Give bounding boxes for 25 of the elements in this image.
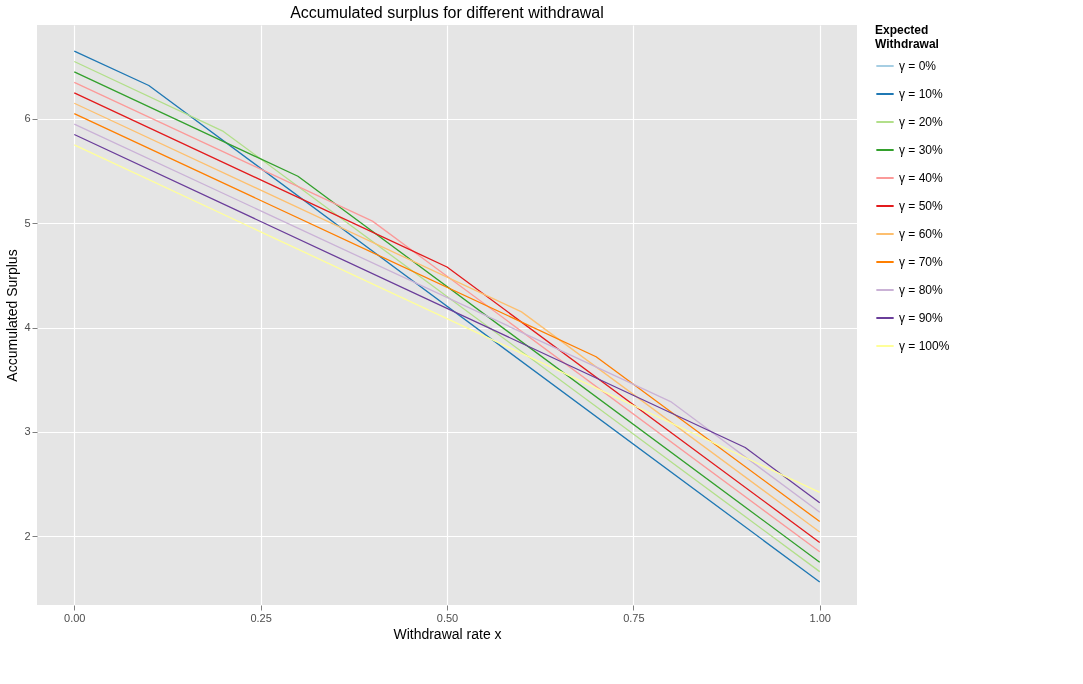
y-axis-title: Accumulated Surplus [4, 249, 21, 382]
chart-title: Accumulated surplus for different withdrawal [290, 4, 604, 21]
x-tick-label: 0.00 [64, 611, 86, 624]
y-tick-label: 3 [24, 425, 31, 438]
y-tick-label: 5 [24, 216, 31, 229]
x-tick-label: 0.25 [250, 611, 272, 624]
y-tick-label: 4 [24, 321, 31, 334]
legend-label: γ = 80% [899, 283, 944, 297]
legend-title: Expected Withdrawal [875, 23, 939, 51]
x-tick-label: 0.50 [436, 611, 459, 624]
legend-label: γ = 10% [899, 87, 944, 101]
legend-label: γ = 70% [899, 255, 944, 269]
y-tick-label: 2 [24, 529, 31, 542]
legend-label: γ = 0% [899, 59, 937, 73]
legend-label: γ = 20% [899, 115, 944, 129]
legend-label: γ = 60% [899, 227, 944, 241]
legend-label: γ = 30% [899, 143, 944, 157]
legend-label: γ = 40% [899, 171, 944, 185]
legend-label: γ = 90% [899, 311, 944, 325]
legend-label: γ = 50% [899, 199, 944, 213]
legend-label: γ = 100% [899, 339, 950, 353]
y-tick-label: 6 [24, 112, 31, 125]
x-tick-label: 1.00 [809, 611, 831, 624]
x-axis-title: Withdrawal rate x [393, 625, 502, 642]
x-tick-label: 0.75 [623, 611, 645, 624]
